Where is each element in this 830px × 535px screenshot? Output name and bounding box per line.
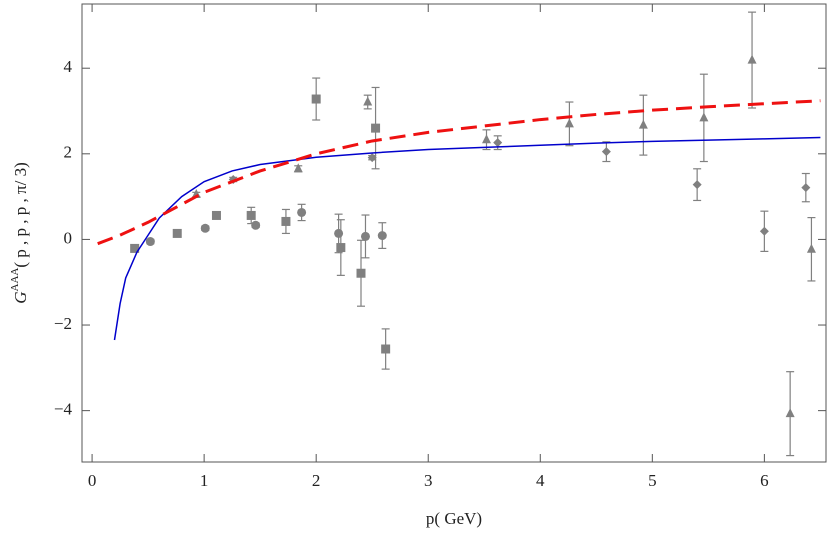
marker <box>381 344 391 354</box>
marker <box>481 134 491 144</box>
marker <box>699 112 709 122</box>
marker <box>172 228 182 238</box>
x-tick-label: 4 <box>536 471 545 490</box>
x-tick-label: 2 <box>312 471 321 490</box>
y-label-sup: AAA <box>9 268 21 292</box>
marker <box>692 180 702 190</box>
marker <box>806 243 816 253</box>
marker <box>311 94 321 104</box>
x-tick-label: 6 <box>760 471 769 490</box>
marker <box>251 220 261 230</box>
marker <box>371 123 381 133</box>
x-axis-label: p( GeV) <box>426 509 482 528</box>
marker <box>801 183 811 193</box>
marker <box>200 223 210 233</box>
x-tick-label: 1 <box>200 471 209 490</box>
marker <box>336 243 346 253</box>
y-label-base: G <box>11 291 30 303</box>
marker <box>493 138 503 148</box>
x-tick-label: 3 <box>424 471 433 490</box>
x-tick-label: 5 <box>648 471 657 490</box>
y-tick-label: 2 <box>64 143 73 162</box>
y-axis-label: GAAA( p , p , p , π/ 3) <box>9 162 30 304</box>
marker <box>293 163 303 173</box>
plot-frame <box>81 3 827 463</box>
curve <box>97 99 821 246</box>
y-label-args: ( p , p , p , π/ 3) <box>11 162 30 267</box>
marker <box>356 268 366 278</box>
marker <box>601 147 611 157</box>
y-tick-label: 4 <box>64 57 73 76</box>
marker <box>759 226 769 236</box>
marker <box>246 210 256 220</box>
y-tick-label: 0 <box>64 228 73 247</box>
marker <box>281 216 291 226</box>
marker <box>360 231 370 241</box>
marker <box>334 228 344 238</box>
curve <box>113 136 821 341</box>
y-tick-label: −4 <box>54 400 73 419</box>
marker <box>564 118 574 128</box>
y-tick-label: −2 <box>54 314 72 333</box>
marker <box>747 54 757 64</box>
marker <box>130 243 140 253</box>
marker <box>367 153 377 163</box>
marker <box>363 96 373 106</box>
marker <box>377 231 387 241</box>
marker <box>638 119 648 129</box>
marker <box>211 210 221 220</box>
marker <box>145 237 155 247</box>
marker <box>297 207 307 217</box>
x-tick-label: 0 <box>88 471 97 490</box>
marker <box>785 408 795 418</box>
